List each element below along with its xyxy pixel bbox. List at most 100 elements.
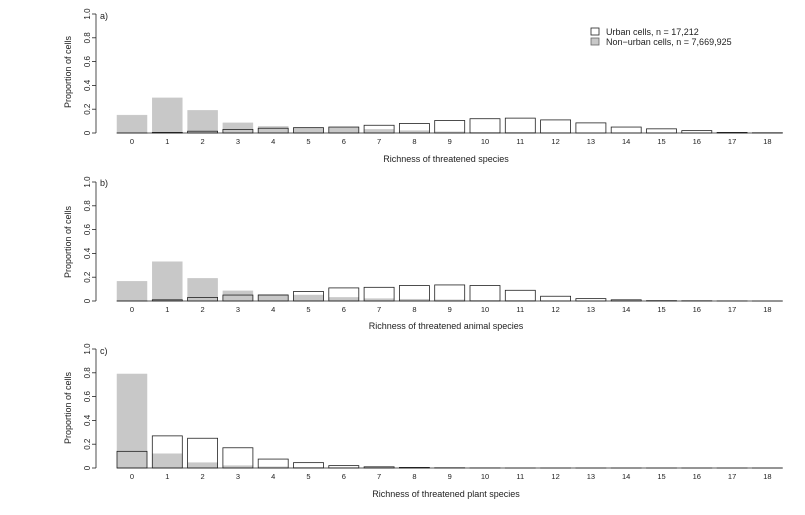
x-tick-label: 9 [448,305,452,314]
bar-urban [434,284,466,302]
bar-urban [398,285,430,302]
panel-a-ylabel: Proportion of cells [63,35,73,108]
y-tick-label: 0.8 [83,367,92,379]
y-tick-label: 0.8 [83,32,92,44]
bar-nonurban [116,281,148,302]
bar-urban [540,119,571,134]
panel-a-xlabel: Richness of threatened species [383,154,509,164]
x-tick-label: 14 [622,472,630,481]
x-tick-label: 1 [165,472,169,481]
y-tick-label: 0.6 [83,55,92,67]
bar-nonurban [293,294,324,302]
x-tick-label: 16 [693,305,701,314]
bar-nonurban [222,122,254,134]
y-tick-label: 0.6 [83,223,92,235]
x-tick-label: 15 [657,137,665,146]
x-tick-label: 11 [516,137,524,146]
x-tick-label: 8 [412,305,416,314]
bar-nonurban [257,126,289,134]
legend-swatch-nonurban [590,37,600,46]
x-tick-label: 17 [728,305,736,314]
x-tick-label: 11 [516,305,524,314]
legend: Urban cells, n = 17,212 Non−urban cells,… [590,27,732,47]
bar-nonurban [152,97,183,134]
bar-nonurban [328,297,360,302]
bar-nonurban [293,127,324,134]
x-tick-label: 5 [306,305,310,314]
y-tick-label: 0.4 [83,414,92,426]
legend-swatch-urban [590,27,600,36]
panel-b-label: b) [100,178,108,188]
x-tick-label: 16 [693,472,701,481]
x-tick-label: 2 [201,472,205,481]
panel-c-label: c) [100,346,108,356]
bar-nonurban [363,129,395,134]
x-tick-label: 6 [342,472,346,481]
y-tick-label: 0.4 [83,79,92,91]
y-tick-label: 1.0 [83,176,92,188]
x-tick-label: 18 [763,137,771,146]
bar-urban [469,118,501,134]
x-tick-label: 9 [448,472,452,481]
x-tick-label: 7 [377,137,381,146]
x-tick-label: 14 [622,305,630,314]
x-tick-label: 10 [481,305,489,314]
x-tick-label: 17 [728,472,736,481]
bar-nonurban [116,373,148,469]
x-tick-label: 15 [657,305,665,314]
x-tick-label: 11 [516,472,524,481]
panel-c-xlabel: Richness of threatened plant species [372,489,520,499]
y-tick-label: 0.8 [83,200,92,212]
y-tick-label: 0.2 [83,103,92,115]
panel-b-ylabel: Proportion of cells [63,205,73,278]
x-tick-label: 8 [412,137,416,146]
x-tick-label: 4 [271,472,275,481]
x-tick-label: 17 [728,137,736,146]
x-tick-label: 6 [342,305,346,314]
x-tick-label: 4 [271,137,275,146]
panel-b-xlabel: Richness of threatened animal species [369,321,524,331]
x-tick-label: 7 [377,305,381,314]
x-tick-label: 13 [587,472,595,481]
bar-nonurban [187,110,218,134]
x-tick-label: 5 [306,472,310,481]
x-tick-label: 10 [481,137,489,146]
bar-nonurban [187,462,218,469]
x-tick-label: 0 [130,137,134,146]
x-tick-label: 8 [412,472,416,481]
bar-urban [575,122,607,134]
bar-urban [610,126,642,134]
x-tick-label: 7 [377,472,381,481]
x-tick-label: 15 [657,472,665,481]
bar-nonurban [116,114,148,134]
panel-a-label: a) [100,11,108,21]
y-tick-label: 0.6 [83,390,92,402]
y-tick-label: 0 [83,298,92,303]
panel-a: a) Richness of threatened species Propor… [63,8,783,164]
bar-urban [469,285,501,302]
bar-nonurban [152,261,183,302]
y-tick-label: 0 [83,130,92,135]
x-tick-label: 12 [551,472,559,481]
x-tick-label: 0 [130,472,134,481]
panel-c-ylabel: Proportion of cells [63,371,73,444]
x-tick-label: 13 [587,137,595,146]
y-tick-label: 0.2 [83,438,92,450]
bar-urban [646,128,677,134]
x-tick-label: 1 [165,137,169,146]
panel-c: c) Richness of threatened plant species … [63,343,783,499]
x-tick-label: 3 [236,137,240,146]
bar-urban [504,289,536,302]
legend-label-nonurban: Non−urban cells, n = 7,669,925 [606,37,732,47]
x-tick-label: 9 [448,137,452,146]
x-tick-label: 0 [130,305,134,314]
x-tick-label: 12 [551,305,559,314]
y-tick-label: 1.0 [83,343,92,355]
y-tick-label: 0.4 [83,247,92,259]
legend-label-urban: Urban cells, n = 17,212 [606,27,699,37]
x-tick-label: 6 [342,137,346,146]
x-tick-label: 13 [587,305,595,314]
bar-nonurban [152,453,183,469]
x-tick-label: 4 [271,305,275,314]
